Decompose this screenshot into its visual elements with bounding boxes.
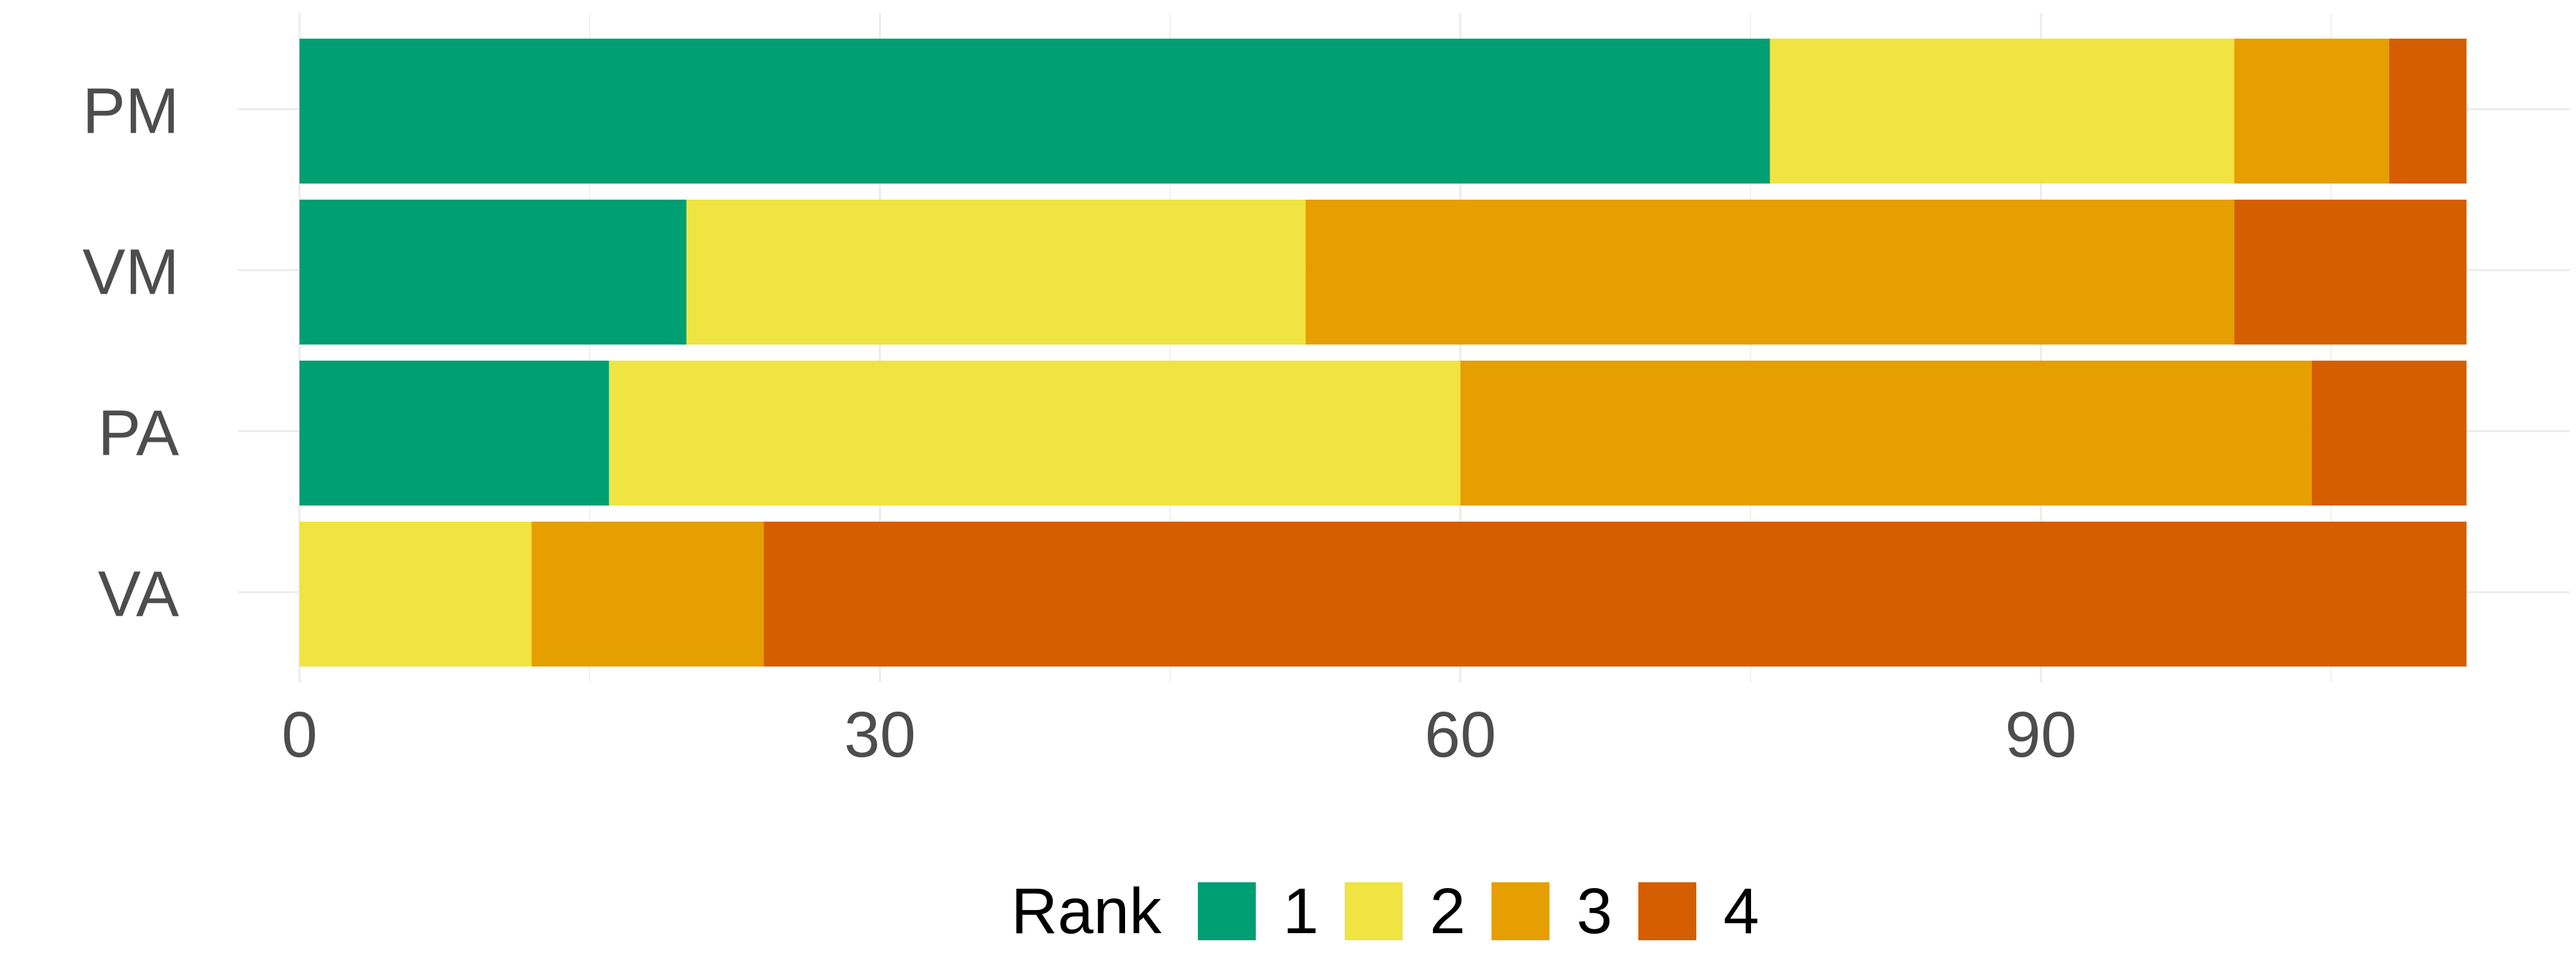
legend-key-rank-3 — [1492, 882, 1549, 940]
bar-pm-rank-1 — [299, 39, 1770, 184]
y-axis-labels: PM VM PA VA — [82, 75, 179, 630]
bars — [299, 39, 2467, 667]
bar-vm-rank-1 — [299, 200, 687, 345]
legend-label: 1 — [1283, 875, 1319, 947]
bar-pa-rank-1 — [299, 361, 609, 506]
legend: Rank 1 2 3 4 — [1011, 875, 1759, 947]
y-tick-label: PM — [82, 75, 179, 147]
bar-va-rank-3 — [531, 522, 764, 667]
bar-pa-rank-4 — [2311, 361, 2467, 506]
bar-pm-rank-3 — [2234, 39, 2389, 184]
bar-pm-rank-4 — [2389, 39, 2467, 184]
x-axis-labels: 0 30 60 90 — [281, 699, 2076, 771]
bar-vm-rank-2 — [686, 200, 1306, 345]
legend-title: Rank — [1011, 875, 1162, 947]
y-tick-label: VM — [82, 236, 179, 308]
bar-pm-rank-2 — [1770, 39, 2235, 184]
bar-pa-rank-3 — [1460, 361, 2312, 506]
x-tick-label: 30 — [844, 699, 916, 771]
legend-label: 2 — [1430, 875, 1466, 947]
x-tick-label: 0 — [281, 699, 317, 771]
x-tick-label: 90 — [2005, 699, 2076, 771]
bar-vm-rank-4 — [2234, 200, 2467, 345]
y-tick-label: PA — [98, 397, 179, 469]
legend-key-rank-2 — [1345, 882, 1403, 940]
legend-key-rank-1 — [1198, 882, 1256, 940]
legend-key-rank-4 — [1638, 882, 1696, 940]
bar-vm-rank-3 — [1305, 200, 2235, 345]
y-tick-label: VA — [98, 558, 179, 630]
legend-label: 4 — [1723, 875, 1759, 947]
legend-label: 3 — [1577, 875, 1613, 947]
bar-va-rank-4 — [764, 522, 2467, 667]
x-tick-label: 60 — [1425, 699, 1496, 771]
bar-pa-rank-2 — [609, 361, 1461, 506]
bar-va-rank-2 — [299, 522, 532, 667]
